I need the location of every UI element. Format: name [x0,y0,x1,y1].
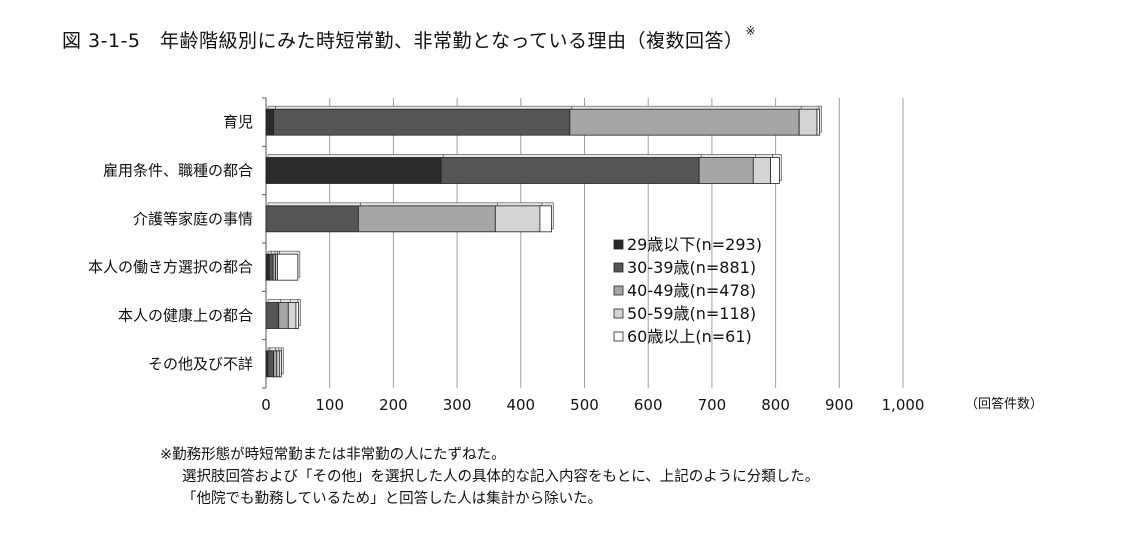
x-tick-label: 800 [761,396,790,414]
category-label: 本人の健康上の都合 [118,307,253,325]
category-label: 育児 [223,113,253,131]
bar-segment [267,350,275,378]
category-label: 介護等家庭の事情 [133,210,253,228]
x-tick-label: 600 [634,396,663,414]
title-note-mark: ※ [745,24,757,38]
legend-swatch [613,262,624,273]
legend: 29歳以下(n=293) 30-39歳(n=881) 40-49歳(n=478) 50… [613,235,762,346]
bar-segment [770,157,780,184]
legend-swatch [613,308,624,319]
legend-label: 40-49歳(n=478) [627,281,756,300]
x-tick-label: 1,000 [882,396,925,414]
footnote-1: ※勤務形態が時短常勤または非常勤の人にたずねた。 [160,447,506,463]
legend-label: 60歳以上(n=61) [627,327,752,346]
bar-segment [816,108,820,136]
bar-segment [494,205,541,233]
legend-label: 50-59歳(n=118) [627,304,756,323]
x-tick-labels: 0 100 200 300 400 500 600 700 800 900 1,000 [261,396,924,414]
bar-chart: 育児雇用条件、職種の都合介護等家庭の事情本人の働き方選択の都合本人の健康上の都合… [88,97,1043,414]
bar-segment [698,157,754,184]
bar-segment [798,108,818,136]
footnote-2: 選択肢回答および「その他」を選択した人の具体的な記入内容をもとに、上記のように分… [182,469,820,485]
bar-segment [277,253,299,281]
bar-segment [265,205,359,233]
bar-segment [278,302,289,329]
x-tick-label: 200 [379,396,408,414]
x-tick-label: 100 [315,396,344,414]
bar-segment [273,108,571,136]
bar-segment [752,157,771,184]
category-label: 雇用条件、職種の都合 [103,162,253,180]
legend-label: 30-39歳(n=881) [627,258,756,277]
bar-segment [278,350,282,378]
legend-label: 29歳以下(n=293) [627,235,762,254]
footnotes: ※勤務形態が時短常勤または非常勤の人にたずねた。 選択肢回答および「その他」を選… [160,444,819,510]
legend-swatch [613,331,624,342]
bar-segment [295,302,299,329]
bar-segment [265,302,280,329]
legend-swatch [613,239,624,250]
x-tick-label: 400 [506,396,535,414]
legend-swatch [613,285,624,296]
x-tick-label: 0 [261,396,271,414]
bar-segment [287,302,297,329]
bar-segment [539,205,552,233]
chart-title: 図 3-1-5 年齢階級別にみた時短常勤、非常勤となっている理由（複数回答） ※ [62,24,757,53]
bar-segment [357,205,496,233]
category-labels: 育児雇用条件、職種の都合介護等家庭の事情本人の働き方選択の都合本人の健康上の都合… [88,113,253,373]
x-axis-unit: （回答件数） [965,396,1043,412]
bars [265,105,822,378]
grid-lines [262,97,904,389]
bar-segment [265,157,442,184]
bar-segment [265,108,275,136]
bar-segment [265,253,270,281]
bar-segment [268,253,274,281]
x-tick-label: 700 [698,396,727,414]
bar-segment [273,350,278,378]
x-tick-label: 500 [570,396,599,414]
footnote-3: 「他院でも勤務しているため」と回答した人は集計から除いた。 [182,491,603,507]
bar-segment [440,157,700,184]
category-label: その他及び不詳 [148,355,253,373]
x-tick-label: 300 [443,396,472,414]
category-label: 本人の働き方選択の都合 [88,258,253,276]
bar-segment [569,108,800,136]
x-tick-label: 900 [825,396,854,414]
chart-title-text: 図 3-1-5 年齢階級別にみた時短常勤、非常勤となっている理由（複数回答） [62,30,744,52]
